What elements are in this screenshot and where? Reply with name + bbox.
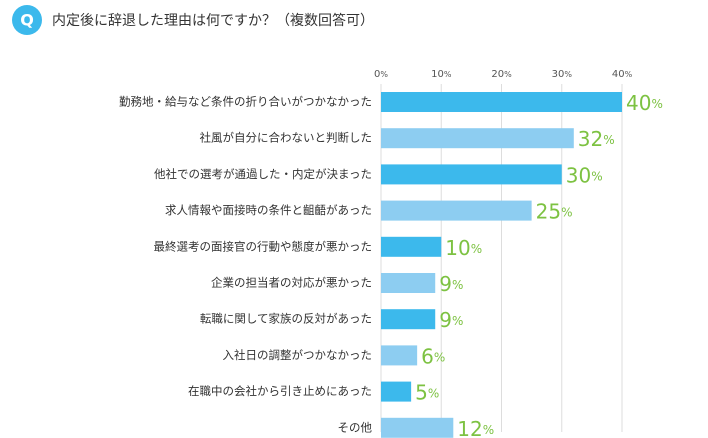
category-label: 転職に関して家族の反対があった: [200, 312, 372, 326]
category-label: 勤務地・給与など条件の折り合いがつかなかった: [119, 95, 372, 109]
category-label: 求人情報や面接時の条件と齟齬があった: [165, 203, 372, 217]
bar: [381, 200, 532, 221]
value-label: 6%: [421, 344, 445, 368]
bar: [381, 92, 622, 112]
category-label: 入社日の調整がつかなかった: [223, 348, 373, 362]
value-label: 5%: [415, 380, 439, 404]
bar: [381, 236, 442, 257]
x-tick-label: 20%: [491, 69, 512, 80]
x-tick-label: 0%: [374, 69, 388, 80]
x-tick-label: 30%: [552, 69, 573, 80]
category-label: 他社での選考が通過した・内定が決まった: [154, 167, 372, 181]
value-label: 10%: [445, 235, 482, 259]
bar: [381, 417, 454, 438]
category-label: 企業の担当者の対応が悪かった: [211, 276, 372, 290]
value-label: 12%: [457, 416, 494, 438]
x-tick-label: 40%: [612, 69, 633, 80]
bar: [381, 128, 574, 149]
value-label: 40%: [626, 91, 663, 115]
category-label: 社風が自分に合わないと判断した: [200, 131, 373, 145]
category-label: その他: [338, 420, 373, 434]
bar: [381, 273, 436, 293]
chart-title: 内定後に辞退した理由は何ですか？（複数回答可）: [52, 12, 374, 29]
value-label: 9%: [439, 272, 463, 296]
bar: [381, 345, 418, 366]
value-label: 32%: [578, 127, 615, 151]
category-label: 最終選考の面接官の行動や態度が悪かった: [154, 239, 373, 253]
question-marker: Q: [20, 11, 34, 30]
bar: [381, 381, 412, 402]
x-tick-label: 10%: [431, 69, 452, 80]
value-label: 25%: [536, 199, 573, 223]
value-label: 9%: [439, 308, 463, 332]
question-badge: [12, 5, 42, 35]
bar: [381, 309, 436, 330]
value-label: 30%: [566, 163, 603, 187]
bar: [381, 164, 562, 185]
category-label: 在職中の会社から引き止めにあった: [188, 384, 372, 398]
